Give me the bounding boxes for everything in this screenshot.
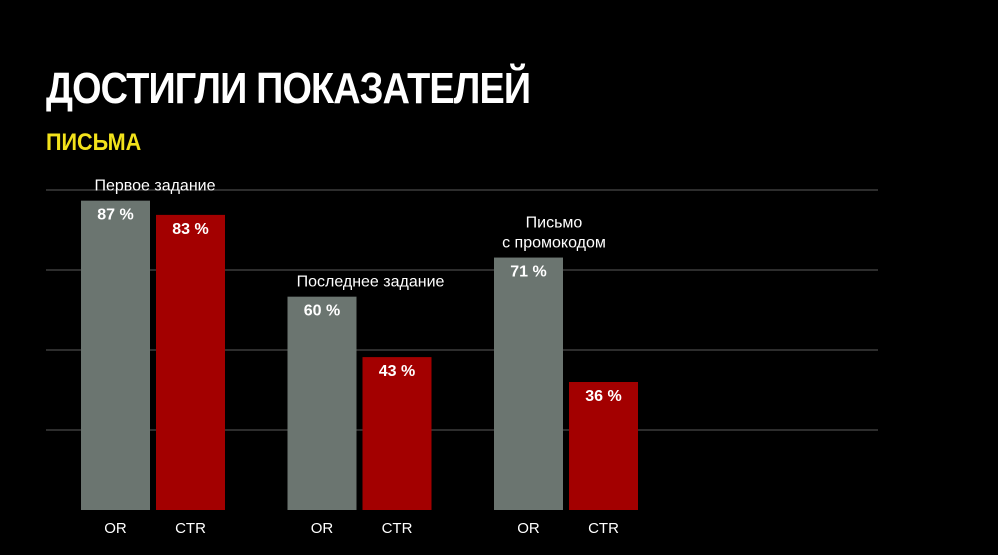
page-title: ДОСТИГЛИ ПОКАЗАТЕЛЕЙ — [46, 64, 531, 113]
chart-labels: 87 % OR 83 % CTR Первое задание 60 % OR 43 % CTR… — [95, 178, 622, 537]
bar-tick-label: OR — [104, 520, 127, 537]
bar-value-label: 83 % — [172, 221, 208, 238]
bar-or-1 — [81, 200, 150, 510]
bar-value-label: 36 % — [585, 388, 621, 405]
bar-ctr-2 — [362, 357, 432, 510]
bar-tick-label: CTR — [382, 520, 413, 537]
bar-value-label: 60 % — [304, 303, 340, 320]
bar-ctr-1 — [156, 214, 225, 510]
page-subtitle: ПИСЬМА — [46, 129, 142, 156]
bar-ctr-3 — [569, 382, 638, 510]
category-label: с промокодом — [502, 235, 606, 252]
bar-value-label: 71 % — [510, 264, 546, 281]
bar-tick-label: CTR — [175, 520, 206, 537]
bar-value-label: 87 % — [97, 207, 133, 224]
bar-tick-label: OR — [311, 520, 334, 537]
bar-or-3 — [494, 257, 563, 510]
bars — [81, 200, 638, 510]
bar-value-label: 43 % — [379, 363, 415, 380]
category-label: Письмо — [526, 215, 583, 232]
bar-tick-label: OR — [517, 520, 540, 537]
category-label: Первое задание — [95, 178, 216, 195]
category-label: Последнее задание — [297, 274, 445, 291]
bar-or-2 — [287, 296, 357, 510]
bar-tick-label: CTR — [588, 520, 619, 537]
